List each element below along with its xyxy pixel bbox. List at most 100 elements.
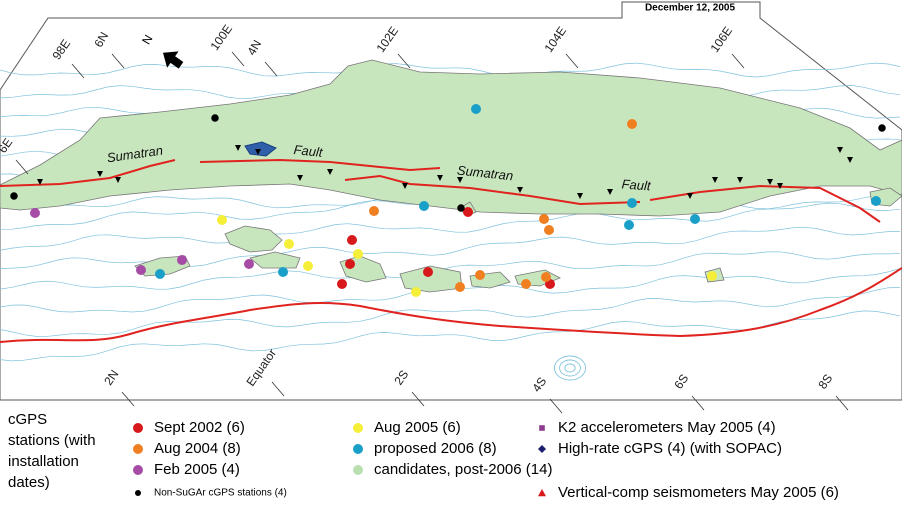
legend-label: K2 accelerometers May 2005 (4)	[558, 419, 776, 436]
contour	[0, 251, 901, 290]
grid-label: 4N	[244, 37, 264, 57]
date: December 12, 2005	[645, 3, 736, 14]
grid-label: 6N	[91, 29, 111, 49]
station	[211, 114, 219, 122]
legend-label: proposed 2006 (8)	[374, 440, 497, 457]
fault-marker	[712, 177, 718, 183]
station	[521, 279, 531, 289]
graticule-tick	[271, 381, 285, 397]
legend-title: dates)	[8, 474, 50, 491]
legend: cGPS stations (with installation dates) Sept…	[8, 411, 839, 501]
legend-title: stations (with	[8, 432, 96, 449]
station	[627, 198, 637, 208]
station	[303, 261, 313, 271]
station	[353, 249, 363, 259]
legend-label: High-rate cGPS (4) (with SOPAC)	[558, 440, 782, 457]
north-arrow	[162, 51, 184, 69]
fault-marker	[37, 179, 43, 185]
legend-label: Aug 2004 (8)	[154, 440, 241, 457]
station	[369, 206, 379, 216]
station	[471, 104, 481, 114]
fault-marker	[737, 177, 743, 183]
station	[347, 235, 357, 245]
fault-marker	[767, 179, 773, 185]
station	[10, 192, 18, 200]
graticule-tick	[549, 398, 563, 414]
legend-label: candidates, post-2006 (14)	[374, 461, 552, 478]
graticule-tick	[264, 61, 278, 77]
station	[538, 445, 546, 453]
seamount-contour	[564, 363, 576, 373]
sunda-trench	[0, 267, 902, 343]
graticule-tick	[731, 53, 745, 69]
fault-marker	[517, 187, 523, 193]
legend-label: Vertical-comp seismometers May 2005 (6)	[558, 484, 839, 501]
station	[217, 215, 227, 225]
graticule-tick	[111, 53, 125, 69]
fault-marker	[255, 149, 261, 155]
graticule-tick	[121, 391, 135, 407]
sumatra	[0, 59, 902, 217]
station	[136, 265, 146, 275]
seamount-contour	[559, 359, 581, 377]
graticule-tick	[691, 395, 705, 411]
station	[544, 225, 554, 235]
grid-label: 8S	[815, 371, 835, 391]
contour	[0, 62, 901, 78]
station	[244, 259, 254, 269]
graticule-tick	[411, 391, 425, 407]
station	[135, 490, 141, 496]
fault-label: Fault	[293, 142, 325, 160]
graticule-tick	[835, 395, 849, 411]
station	[345, 259, 355, 269]
fault-label: Fault	[621, 176, 652, 193]
station	[423, 267, 433, 277]
station	[624, 220, 634, 230]
graticule-tick	[565, 53, 579, 69]
station	[353, 465, 363, 475]
seamount-contour	[554, 355, 586, 381]
fault-marker	[297, 175, 303, 181]
station	[411, 287, 421, 297]
station	[133, 423, 143, 433]
grid-label: 2S	[391, 367, 411, 387]
graticule-tick	[397, 53, 411, 69]
station	[278, 267, 288, 277]
station	[337, 279, 347, 289]
grid-label: 6S	[671, 371, 691, 391]
fault-marker	[402, 183, 408, 189]
fault-marker	[577, 193, 583, 199]
fault-marker	[115, 177, 121, 183]
fault-segment	[344, 174, 641, 206]
station	[353, 444, 363, 454]
station	[155, 269, 165, 279]
station	[538, 489, 546, 497]
station	[133, 465, 143, 475]
station	[457, 204, 465, 212]
island	[224, 225, 283, 253]
station	[353, 423, 363, 433]
station	[463, 207, 473, 217]
stations	[10, 104, 886, 297]
fault-label: Sumatran	[456, 163, 514, 184]
fault-segment	[199, 158, 441, 172]
fault-marker	[847, 157, 853, 163]
legend-label: Aug 2005 (6)	[374, 419, 461, 436]
station	[133, 444, 143, 454]
station	[541, 272, 551, 282]
station	[690, 214, 700, 224]
legend-label: Feb 2005 (4)	[154, 461, 240, 478]
legend-title: installation	[8, 453, 79, 470]
fault-marker	[457, 177, 463, 183]
station	[475, 270, 485, 280]
graticule-tick	[71, 63, 85, 79]
legend-label: Sept 2002 (6)	[154, 419, 245, 436]
grid-label: 4S	[529, 374, 549, 394]
fault-marker	[687, 193, 693, 199]
island	[134, 255, 191, 277]
fault-marker	[777, 183, 783, 189]
station	[871, 196, 881, 206]
station	[627, 119, 637, 129]
